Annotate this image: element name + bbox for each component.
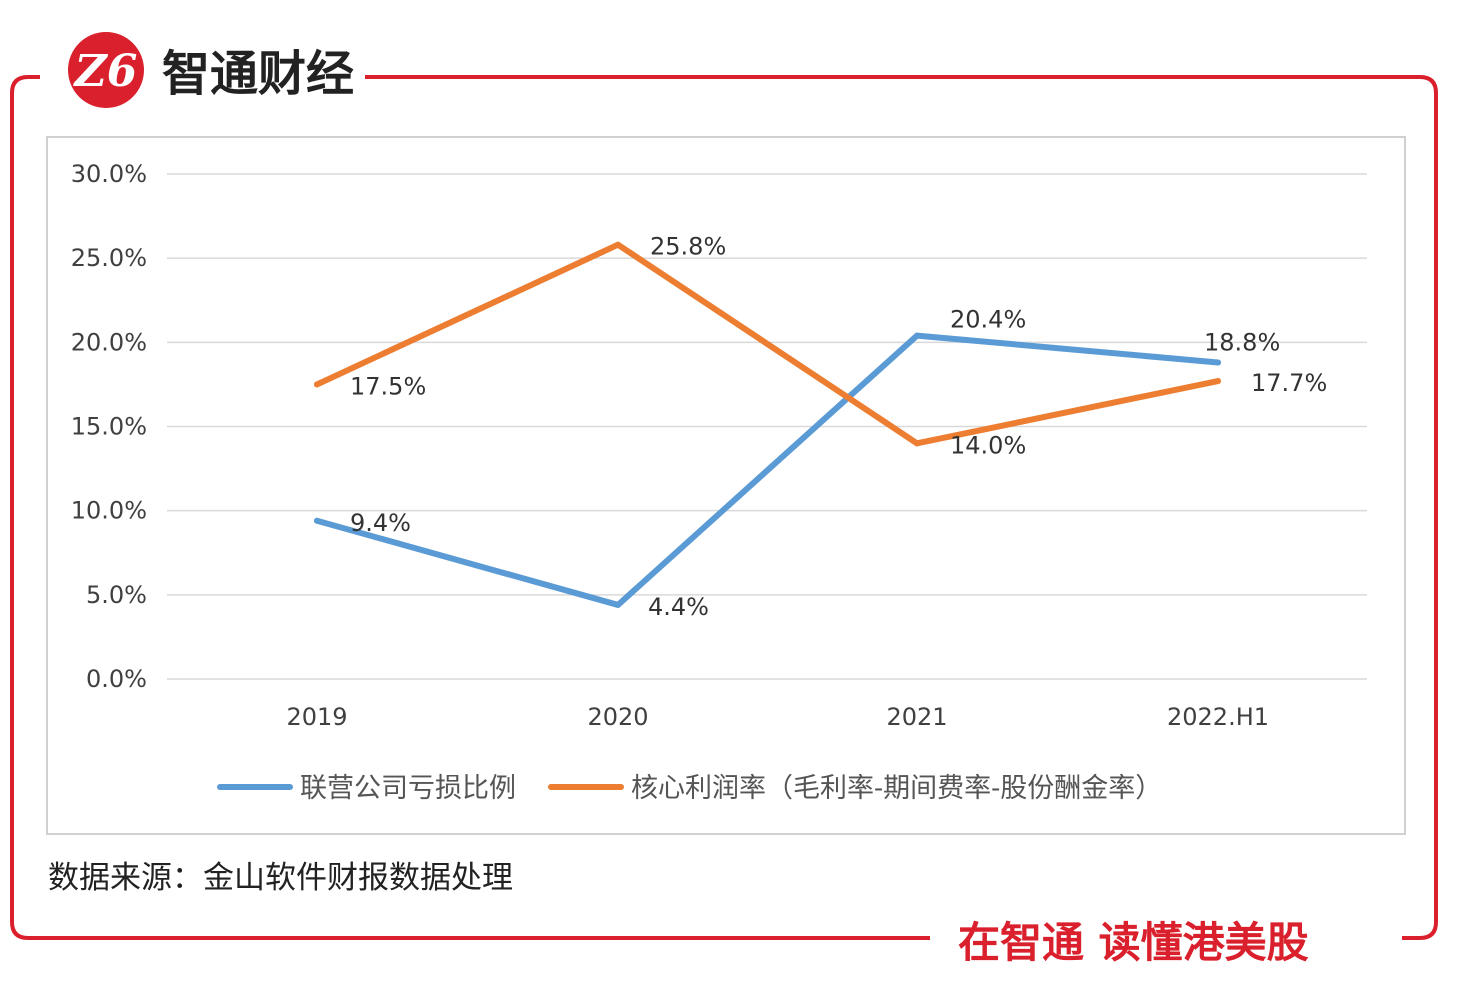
- y-tick-label: 5.0%: [86, 581, 147, 609]
- y-tick-label: 20.0%: [71, 328, 147, 356]
- data-point: [615, 601, 621, 608]
- data-label: 17.7%: [1251, 369, 1327, 397]
- data-point: [314, 517, 320, 524]
- chart-panel: [46, 136, 1406, 835]
- y-tick-label: 25.0%: [71, 244, 147, 272]
- data-label: 25.8%: [650, 233, 726, 261]
- y-tick-label: 30.0%: [71, 160, 147, 188]
- data-point: [1215, 378, 1221, 385]
- data-label: 17.5%: [350, 372, 426, 400]
- x-tick-label: 2021: [886, 703, 947, 731]
- y-tick-label: 10.0%: [71, 497, 147, 525]
- data-point: [914, 440, 920, 447]
- x-tick-label: 2019: [286, 703, 347, 731]
- brand-name: 智通财经: [162, 46, 354, 102]
- data-label: 4.4%: [648, 593, 709, 621]
- x-tick-label: 2022.H1: [1167, 703, 1269, 731]
- red-frame-border: [10, 75, 1438, 940]
- data-point: [314, 381, 320, 388]
- y-tick-label: 15.0%: [71, 413, 147, 441]
- y-tick-label: 0.0%: [86, 665, 147, 693]
- svg-text:Z6: Z6: [73, 46, 138, 97]
- series-line-1: [314, 332, 1221, 608]
- data-point: [914, 332, 920, 339]
- brand-slogan: 在智通 读懂港美股: [958, 918, 1309, 967]
- series-line-2: [314, 241, 1221, 447]
- data-point: [1215, 359, 1221, 366]
- legend-label-2: 核心利润率（毛利率-期间费率-股份酬金率）: [631, 773, 1162, 804]
- data-label: 18.8%: [1204, 329, 1280, 357]
- data-label: 14.0%: [950, 431, 1026, 459]
- legend-label-1: 联营公司亏损比例: [300, 773, 516, 804]
- logo-icon: Z6: [68, 32, 144, 108]
- data-label: 20.4%: [950, 306, 1026, 334]
- x-tick-label: 2020: [587, 703, 648, 731]
- data-label: 9.4%: [350, 509, 411, 537]
- line-chart: 0.0% 5.0% 10.0% 15.0% 20.0% 25.0% 30.0% 2019 202…: [71, 160, 1367, 804]
- data-point: [615, 241, 621, 248]
- source-note: 数据来源：金山软件财报数据处理: [48, 860, 513, 896]
